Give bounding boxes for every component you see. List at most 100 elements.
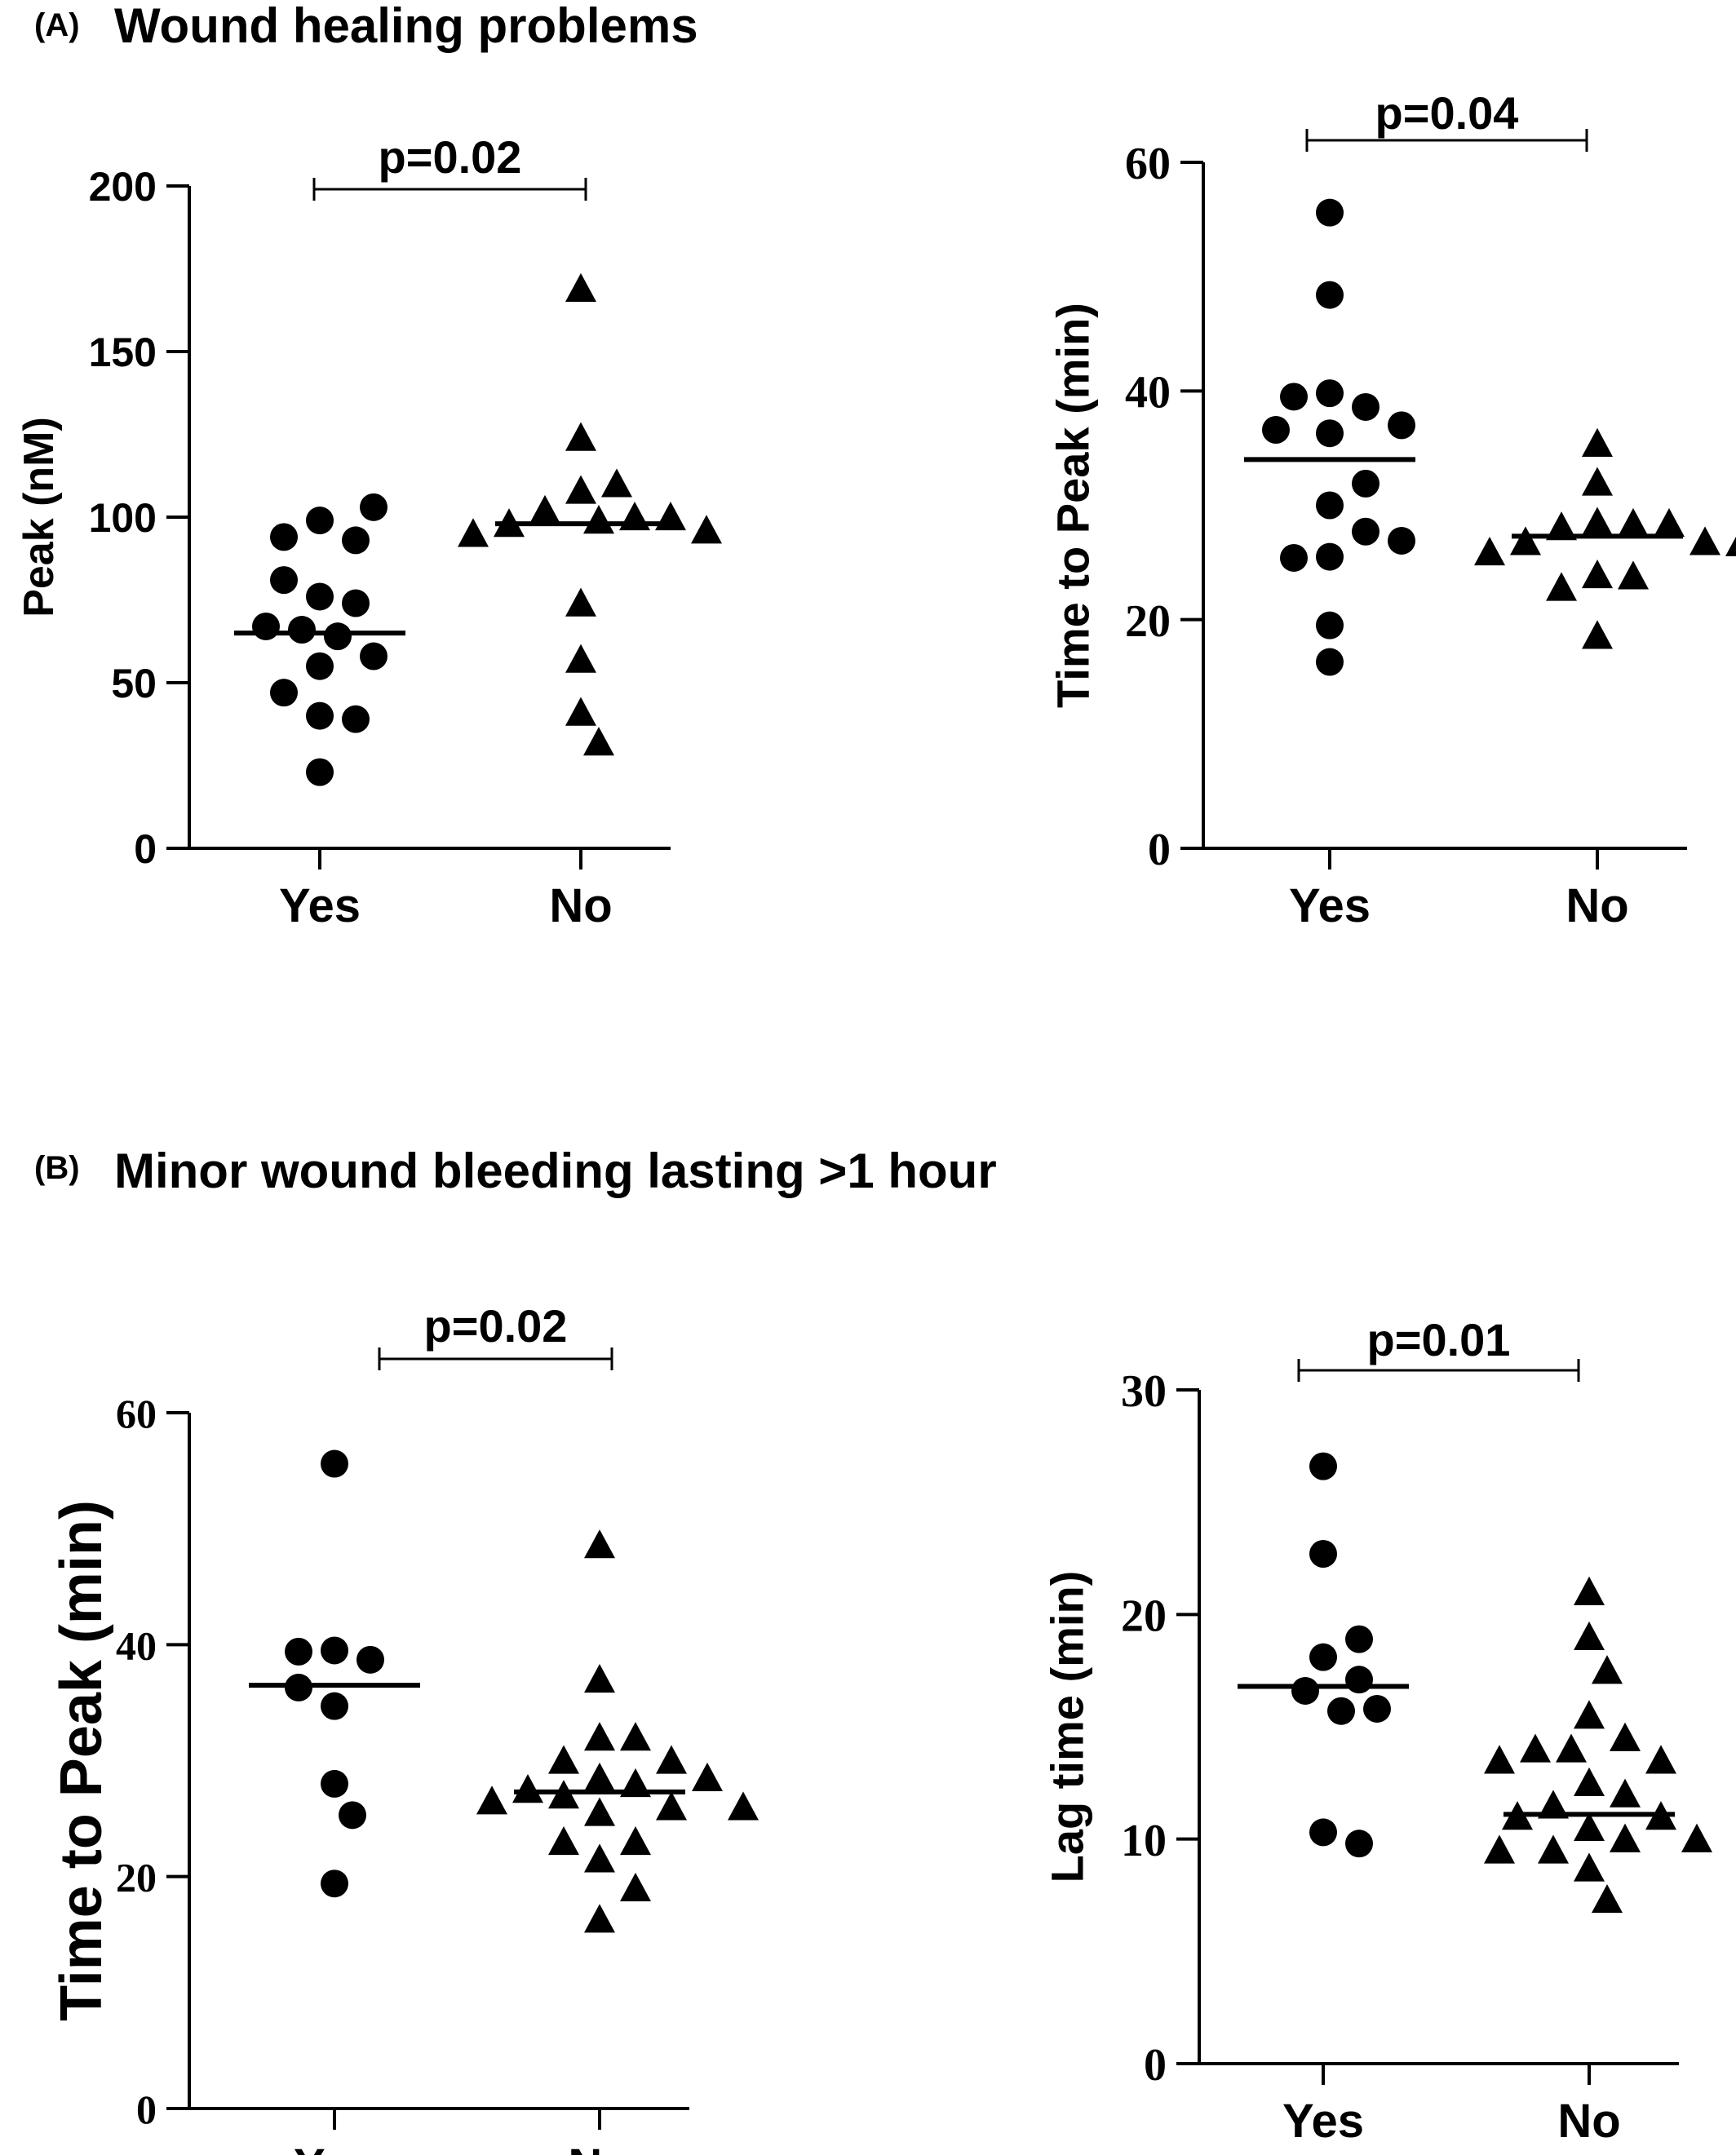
data-point-triangle	[584, 1663, 615, 1693]
p-value-label: p=0.04	[1375, 87, 1519, 139]
y-tick-label: 150	[89, 330, 157, 375]
y-tick-label: 60	[116, 1391, 157, 1436]
data-point-triangle	[476, 1786, 507, 1815]
data-point-triangle	[1582, 427, 1613, 457]
data-point-circle	[1309, 1643, 1337, 1671]
data-point-circle	[360, 642, 388, 670]
data-point-triangle	[512, 1774, 543, 1803]
data-point-triangle	[584, 1762, 615, 1791]
y-tick-label: 30	[1121, 1366, 1167, 1417]
data-point-triangle	[1645, 1745, 1676, 1774]
data-point-triangle	[1582, 620, 1613, 649]
data-point-circle	[306, 652, 334, 680]
y-tick-label: 40	[116, 1622, 157, 1668]
data-point-triangle	[565, 422, 596, 451]
y-tick-label: 20	[1121, 1591, 1167, 1641]
y-tick-label: 0	[1148, 825, 1171, 875]
y-tick-label: 200	[89, 164, 157, 210]
data-point-circle	[339, 1801, 366, 1830]
y-tick-label: 20	[1125, 596, 1171, 647]
p-value-label: p=0.02	[379, 131, 522, 183]
data-point-circle	[285, 1637, 312, 1666]
panel-b-letter: (B)	[34, 1150, 80, 1186]
data-point-triangle	[1574, 1700, 1605, 1729]
data-point-triangle	[656, 1791, 687, 1821]
panel-a-heading: (A) Wound healing problems	[34, 0, 698, 53]
data-point-triangle	[1681, 1823, 1712, 1852]
data-point-triangle	[1546, 511, 1577, 541]
data-point-circle	[306, 701, 334, 730]
data-point-triangle	[1474, 536, 1505, 566]
data-point-triangle	[1654, 507, 1685, 538]
y-tick-label: 60	[1125, 139, 1171, 189]
data-point-circle	[1309, 1818, 1337, 1847]
data-point-circle	[270, 566, 298, 595]
p-value-label: p=0.02	[424, 1300, 568, 1352]
y-tick-label: 10	[1121, 1816, 1167, 1866]
data-point-circle	[1345, 1666, 1373, 1694]
data-point-triangle	[583, 505, 614, 534]
data-point-triangle	[1610, 1823, 1641, 1852]
data-point-triangle	[1690, 526, 1720, 555]
data-point-triangle	[656, 1745, 687, 1774]
data-point-circle	[321, 1449, 348, 1478]
data-point-triangle	[584, 1797, 615, 1826]
data-point-triangle	[1574, 1576, 1605, 1605]
data-point-triangle	[1582, 507, 1613, 536]
panel-b-heading: (B) Minor wound bleeding lasting >1 hour	[34, 1144, 997, 1198]
data-point-circle	[306, 582, 334, 611]
y-axis-label: Time to Peak (min)	[1047, 303, 1099, 708]
x-category-label: Yes	[294, 2140, 375, 2155]
data-point-circle	[270, 679, 298, 707]
data-point-circle	[1345, 1625, 1373, 1653]
data-point-triangle	[1582, 560, 1613, 589]
data-point-circle	[1352, 392, 1380, 421]
data-point-circle	[1388, 411, 1415, 440]
y-axis-label: Lag time (min)	[1042, 1571, 1093, 1883]
data-point-triangle	[1484, 1745, 1515, 1774]
data-point-circle	[360, 493, 388, 521]
y-tick-label: 50	[111, 661, 157, 706]
data-point-triangle	[1556, 1733, 1587, 1763]
data-point-circle	[321, 1769, 348, 1798]
y-tick-label: 0	[136, 2086, 157, 2132]
chart-4: 0 10 20 30 Lag time (min) Yes No p=0.01	[1042, 1314, 1712, 2148]
data-point-triangle	[620, 1722, 651, 1751]
data-point-circle	[356, 1645, 384, 1674]
data-point-circle	[1363, 1694, 1391, 1723]
data-point-triangle	[691, 515, 722, 544]
data-point-circle	[1345, 1830, 1373, 1858]
data-point-circle	[324, 622, 352, 651]
x-category-label: No	[1566, 879, 1628, 932]
y-axis-label: Time to Peak (min)	[49, 1500, 114, 2021]
y-tick-label: 20	[116, 1855, 157, 1901]
data-point-circle	[1316, 648, 1344, 676]
data-point-circle	[1309, 1452, 1337, 1480]
data-point-triangle	[1574, 1767, 1605, 1796]
data-point-circle	[1316, 611, 1344, 639]
data-point-triangle	[1510, 526, 1541, 555]
data-point-circle	[1388, 526, 1415, 555]
data-point-circle	[1280, 383, 1308, 411]
data-point-circle	[306, 507, 334, 535]
data-point-triangle	[692, 1762, 723, 1791]
p-value-label: p=0.01	[1367, 1314, 1511, 1365]
data-point-triangle	[1574, 1812, 1605, 1842]
chart-1: 0 50 100 150 200 Peak (nM) Yes No p=0.02	[16, 131, 722, 932]
x-category-label: No	[568, 2140, 631, 2155]
data-point-triangle	[584, 1722, 615, 1751]
data-point-circle	[342, 526, 370, 555]
data-point-circle	[1316, 491, 1344, 520]
x-category-label: Yes	[1282, 2095, 1364, 2148]
data-point-triangle	[620, 1872, 651, 1902]
data-point-circle	[1316, 281, 1344, 309]
data-point-circle	[1316, 419, 1344, 448]
data-point-triangle	[584, 1843, 615, 1873]
data-point-triangle	[458, 518, 489, 547]
data-point-triangle	[1610, 1722, 1641, 1751]
data-point-triangle	[1484, 1834, 1515, 1864]
data-point-triangle	[584, 1529, 615, 1559]
data-point-circle	[1291, 1676, 1319, 1705]
data-point-triangle	[565, 697, 596, 726]
